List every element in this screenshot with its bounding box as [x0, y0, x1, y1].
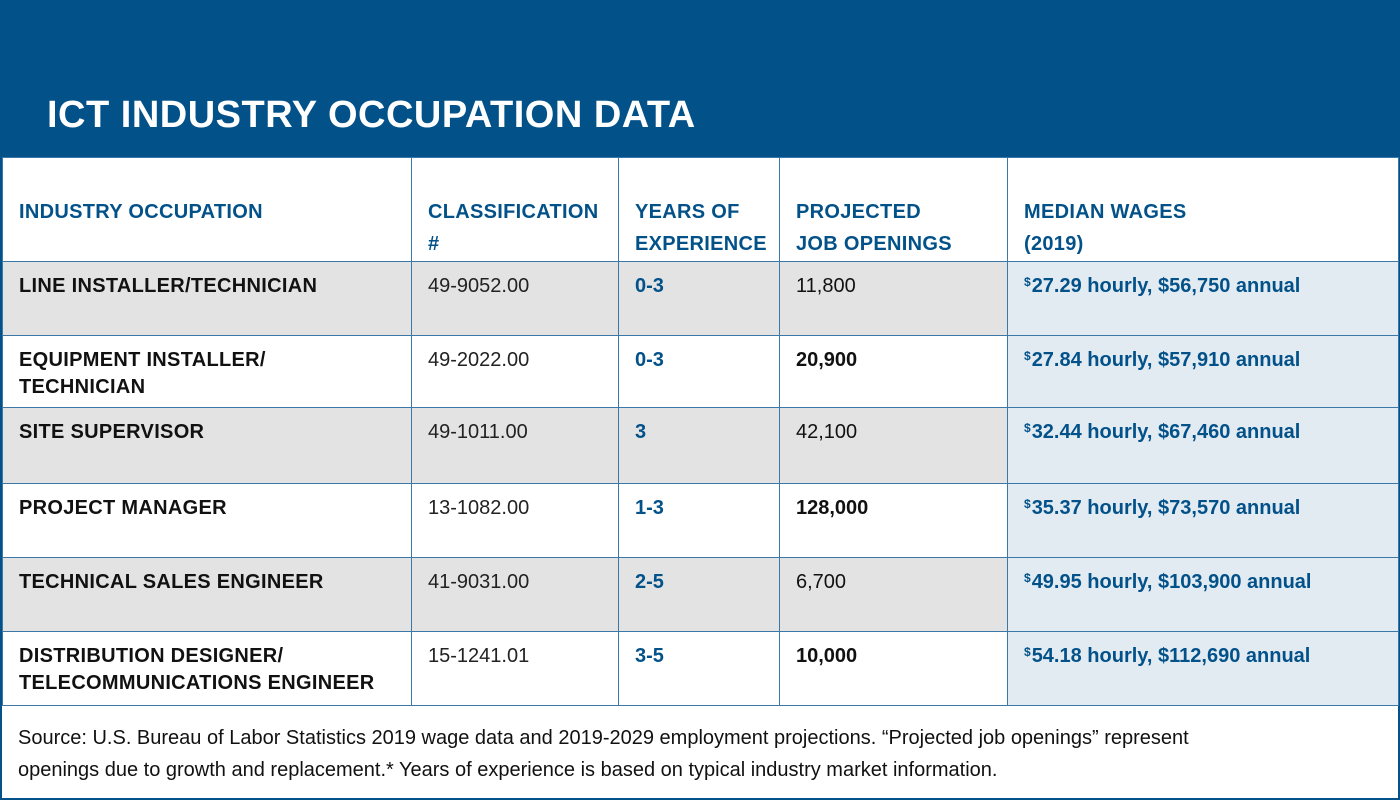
occupation-cell: PROJECT MANAGER — [2, 483, 412, 558]
source-note: Source: U.S. Bureau of Labor Statistics … — [2, 706, 1398, 786]
openings-cell: 10,000 — [779, 631, 1008, 706]
wage-cell: $49.95 hourly, $103,900 annual — [1007, 557, 1399, 632]
occupation-name: SITE SUPERVISOR — [19, 421, 205, 443]
experience-cell: 1-3 — [618, 483, 780, 558]
column-header-classification: CLASSIFICATION # — [411, 157, 619, 262]
page-title: ICT INDUSTRY OCCUPATION DATA — [47, 94, 696, 136]
wage-value: 32.44 hourly, $67,460 annual — [1031, 421, 1301, 443]
wage-cell: $27.29 hourly, $56,750 annual — [1007, 261, 1399, 336]
currency-symbol: $ — [1024, 497, 1031, 511]
openings-cell: 128,000 — [779, 483, 1008, 558]
column-header-label: YEARS OF — [635, 201, 740, 223]
currency-symbol: $ — [1024, 645, 1031, 659]
occupation-name: EQUIPMENT INSTALLER/ — [19, 349, 266, 371]
column-header-occupation: INDUSTRY OCCUPATION — [2, 157, 412, 262]
classification-cell: 41-9031.00 — [411, 557, 619, 632]
currency-symbol: $ — [1024, 275, 1031, 289]
experience-cell: 0-3 — [618, 261, 780, 336]
column-header-label: JOB OPENINGS — [796, 233, 952, 255]
wage-value: 27.84 hourly, $57,910 annual — [1031, 349, 1301, 371]
occupation-cell: TECHNICAL SALES ENGINEER — [2, 557, 412, 632]
occupation-cell: LINE INSTALLER/TECHNICIAN — [2, 261, 412, 336]
column-header-label: CLASSIFICATION — [428, 201, 599, 223]
experience-cell: 0-3 — [618, 335, 780, 408]
currency-symbol: $ — [1024, 571, 1031, 585]
experience-cell: 3-5 — [618, 631, 780, 706]
occupation-name: TELECOMMUNICATIONS ENGINEER — [19, 672, 375, 694]
currency-symbol: $ — [1024, 421, 1031, 435]
column-header-wages: MEDIAN WAGES (2019) — [1007, 157, 1399, 262]
occupation-name: PROJECT MANAGER — [19, 497, 227, 519]
column-header-openings: PROJECTED JOB OPENINGS — [779, 157, 1008, 262]
table-header-row: INDUSTRY OCCUPATION CLASSIFICATION # YEA… — [2, 157, 1399, 262]
occupation-name: DISTRIBUTION DESIGNER/ — [19, 645, 284, 667]
occupation-table: INDUSTRY OCCUPATION CLASSIFICATION # YEA… — [2, 157, 1399, 706]
occupation-name: LINE INSTALLER/TECHNICIAN — [19, 275, 318, 297]
column-header-label: EXPERIENCE — [635, 233, 767, 255]
occupation-name: TECHNICAL SALES ENGINEER — [19, 571, 324, 593]
experience-cell: 2-5 — [618, 557, 780, 632]
occupation-cell: SITE SUPERVISOR — [2, 407, 412, 484]
wage-value: 54.18 hourly, $112,690 annual — [1031, 645, 1311, 667]
wage-cell: $32.44 hourly, $67,460 annual — [1007, 407, 1399, 484]
classification-cell: 49-1011.00 — [411, 407, 619, 484]
wage-cell: $27.84 hourly, $57,910 annual — [1007, 335, 1399, 408]
currency-symbol: $ — [1024, 349, 1031, 363]
classification-cell: 49-2022.00 — [411, 335, 619, 408]
openings-cell: 20,900 — [779, 335, 1008, 408]
wage-value: 35.37 hourly, $73,570 annual — [1031, 497, 1301, 519]
source-note-line: openings due to growth and replacement.*… — [18, 759, 998, 781]
classification-cell: 13-1082.00 — [411, 483, 619, 558]
table-row: DISTRIBUTION DESIGNER/ TELECOMMUNICATION… — [2, 631, 1399, 706]
table-row: TECHNICAL SALES ENGINEER 41-9031.00 2-5 … — [2, 557, 1399, 632]
table-row: EQUIPMENT INSTALLER/ TECHNICIAN 49-2022.… — [2, 335, 1399, 408]
openings-cell: 42,100 — [779, 407, 1008, 484]
wage-cell: $35.37 hourly, $73,570 annual — [1007, 483, 1399, 558]
occupation-cell: DISTRIBUTION DESIGNER/ TELECOMMUNICATION… — [2, 631, 412, 706]
experience-cell: 3 — [618, 407, 780, 484]
occupation-cell: EQUIPMENT INSTALLER/ TECHNICIAN — [2, 335, 412, 408]
classification-cell: 15-1241.01 — [411, 631, 619, 706]
table-row: LINE INSTALLER/TECHNICIAN 49-9052.00 0-3… — [2, 261, 1399, 336]
column-header-label: (2019) — [1024, 233, 1084, 255]
wage-value: 49.95 hourly, $103,900 annual — [1031, 571, 1312, 593]
table-row: SITE SUPERVISOR 49-1011.00 3 42,100 $32.… — [2, 407, 1399, 484]
column-header-label: MEDIAN WAGES — [1024, 201, 1187, 223]
title-banner: ICT INDUSTRY OCCUPATION DATA — [0, 0, 1400, 157]
wage-cell: $54.18 hourly, $112,690 annual — [1007, 631, 1399, 706]
table-container: INDUSTRY OCCUPATION CLASSIFICATION # YEA… — [0, 157, 1400, 800]
wage-value: 27.29 hourly, $56,750 annual — [1031, 275, 1301, 297]
occupation-name: TECHNICIAN — [19, 376, 146, 398]
source-note-line: Source: U.S. Bureau of Labor Statistics … — [18, 727, 1189, 749]
column-header-label: INDUSTRY OCCUPATION — [19, 201, 263, 223]
column-header-experience: YEARS OF EXPERIENCE — [618, 157, 780, 262]
openings-cell: 11,800 — [779, 261, 1008, 336]
classification-cell: 49-9052.00 — [411, 261, 619, 336]
openings-cell: 6,700 — [779, 557, 1008, 632]
column-header-label: # — [428, 233, 440, 255]
column-header-label: PROJECTED — [796, 201, 921, 223]
table-row: PROJECT MANAGER 13-1082.00 1-3 128,000 $… — [2, 483, 1399, 558]
